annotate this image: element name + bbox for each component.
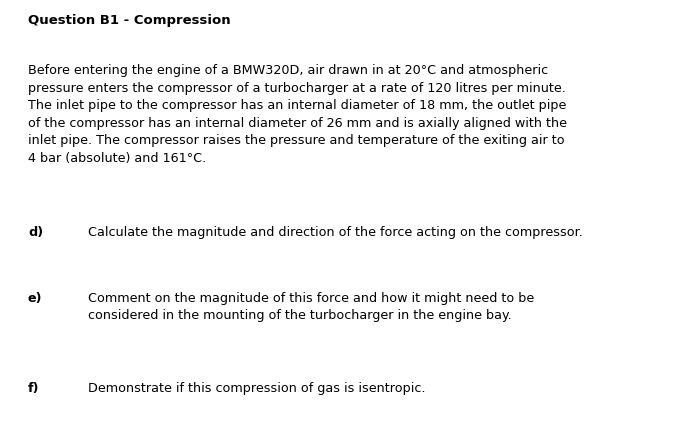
Text: Comment on the magnitude of this force and how it might need to be
considered in: Comment on the magnitude of this force a… xyxy=(88,292,534,322)
Text: Demonstrate if this compression of gas is isentropic.: Demonstrate if this compression of gas i… xyxy=(88,382,425,395)
Text: Calculate the magnitude and direction of the force acting on the compressor.: Calculate the magnitude and direction of… xyxy=(88,226,583,239)
Text: Question B1 - Compression: Question B1 - Compression xyxy=(28,14,230,27)
Text: d): d) xyxy=(28,226,43,239)
Text: f): f) xyxy=(28,382,40,395)
Text: Before entering the engine of a BMW320D, air drawn in at 20°C and atmospheric
pr: Before entering the engine of a BMW320D,… xyxy=(28,64,567,165)
Text: e): e) xyxy=(28,292,42,305)
